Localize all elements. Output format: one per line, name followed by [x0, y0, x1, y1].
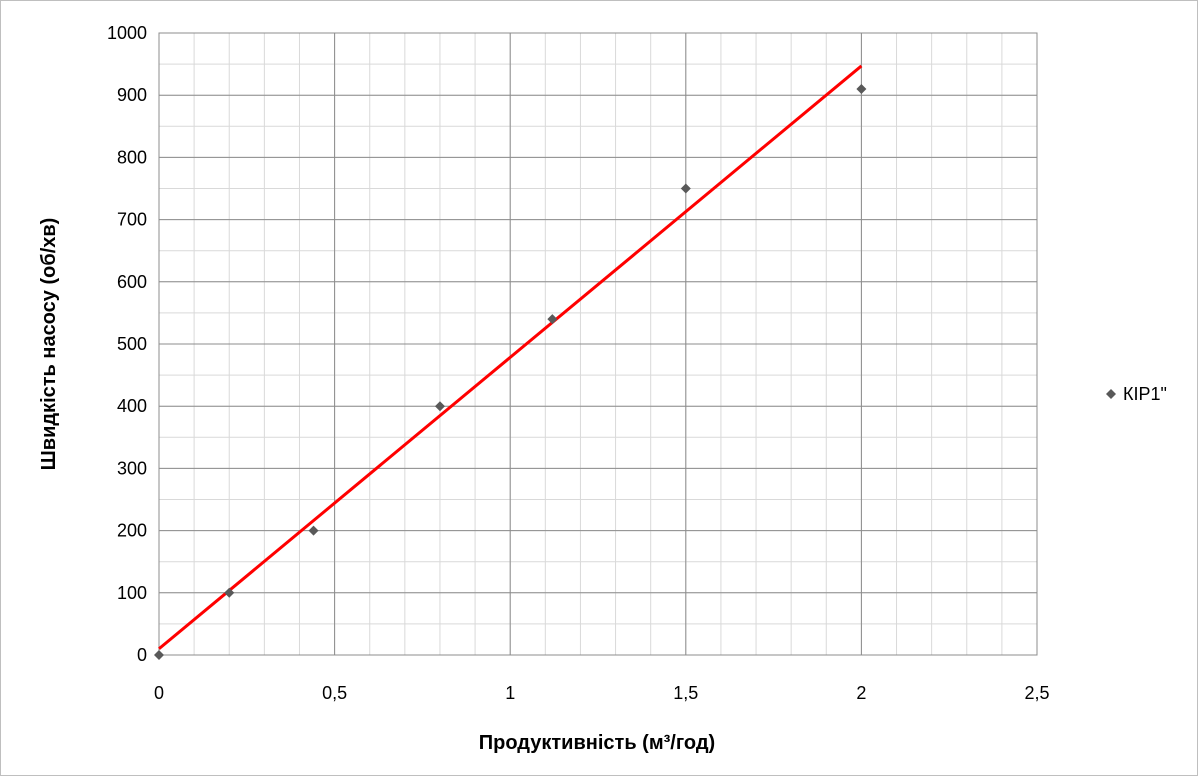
- x-tick-label: 1: [505, 683, 515, 703]
- data-point: [154, 650, 164, 660]
- x-axis-tick-labels: 0 0,5 1 1,5 2 2,5: [154, 683, 1050, 703]
- x-tick-label: 2,5: [1024, 683, 1049, 703]
- x-tick-label: 2: [856, 683, 866, 703]
- x-axis-title: Продуктивність (м³/год): [479, 732, 715, 754]
- y-tick-label: 800: [117, 147, 147, 167]
- data-point: [434, 401, 445, 412]
- y-tick-label: 300: [117, 458, 147, 478]
- y-tick-label: 500: [117, 334, 147, 354]
- x-tick-label: 1,5: [673, 683, 698, 703]
- y-tick-label: 900: [117, 85, 147, 105]
- legend-label: КІР1": [1123, 384, 1167, 404]
- y-tick-label: 400: [117, 396, 147, 416]
- data-point: [680, 183, 691, 194]
- data-point: [856, 83, 867, 94]
- y-tick-label: 1000: [107, 23, 147, 43]
- trendline-group: [158, 64, 863, 650]
- legend-marker-diamond-icon: [1106, 389, 1116, 399]
- y-tick-label: 700: [117, 210, 147, 230]
- y-axis-tick-labels: 0 100 200 300 400 500 600 700 800 900 1000: [107, 23, 147, 665]
- x-tick-label: 0,5: [322, 683, 347, 703]
- data-points: [154, 83, 867, 660]
- x-tick-label: 0: [154, 683, 164, 703]
- plot-area-rect: [158, 32, 1038, 656]
- plot-area-border: [158, 32, 1038, 656]
- y-axis-title: Швидкість насосу (об/хв): [38, 218, 60, 471]
- trendline: [158, 64, 863, 650]
- y-tick-label: 200: [117, 521, 147, 541]
- legend: КІР1": [1106, 384, 1167, 404]
- y-tick-label: 100: [117, 583, 147, 603]
- y-tick-label: 600: [117, 272, 147, 292]
- y-tick-label: 0: [137, 645, 147, 665]
- data-point: [224, 587, 235, 598]
- data-point: [547, 314, 558, 325]
- data-point: [308, 525, 319, 536]
